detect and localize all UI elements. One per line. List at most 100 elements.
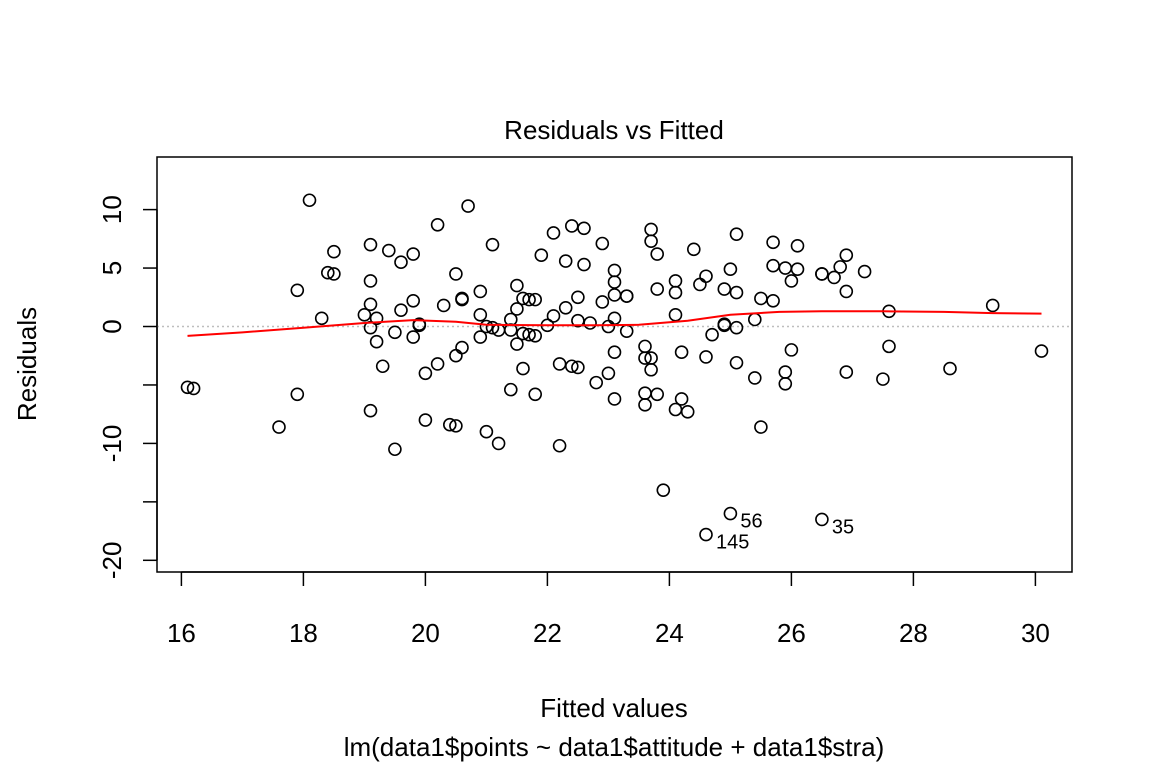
data-point <box>717 282 732 296</box>
data-point <box>302 193 317 208</box>
data-point <box>449 348 463 363</box>
data-point <box>876 372 890 386</box>
data-point <box>607 263 622 278</box>
data-point <box>607 345 622 360</box>
data-point <box>473 284 488 299</box>
data-point <box>747 312 762 327</box>
data-point <box>754 420 768 434</box>
data-point <box>766 293 780 308</box>
x-axis: 16 18 20 22 24 26 28 30 <box>167 571 1050 648</box>
data-point <box>839 248 854 262</box>
data-point <box>394 255 408 270</box>
data-point <box>558 301 573 315</box>
data-point <box>442 417 457 432</box>
y-axis: -20 -10 0 5 10 <box>97 195 158 579</box>
data-point <box>449 419 463 433</box>
data-point <box>729 355 744 370</box>
data-point <box>522 292 536 307</box>
data-point <box>607 288 622 302</box>
smoother-line <box>187 310 1042 337</box>
data-point <box>778 365 793 379</box>
data-point <box>528 292 543 307</box>
data-point <box>577 257 591 272</box>
data-point <box>186 381 201 396</box>
data-point <box>699 269 713 284</box>
data-point <box>479 319 494 334</box>
data-point <box>510 302 524 316</box>
data-point <box>571 360 585 375</box>
data-point <box>290 387 305 402</box>
data-point <box>558 254 573 268</box>
data-point <box>485 237 500 252</box>
outlier-label: 56 <box>740 511 762 533</box>
data-point <box>674 345 689 360</box>
data-point <box>754 291 768 306</box>
data-point <box>314 311 329 326</box>
data-point <box>583 316 597 330</box>
data-point <box>406 330 421 344</box>
data-point <box>607 311 622 326</box>
data-point <box>827 270 841 285</box>
data-point <box>479 424 494 439</box>
data-point <box>699 527 713 542</box>
data-point <box>668 274 683 288</box>
data-point <box>656 483 671 497</box>
data-point <box>595 295 610 309</box>
x-tick-label: 30 <box>1021 618 1050 648</box>
y-tick-label: 0 <box>97 319 127 333</box>
data-point <box>510 337 524 351</box>
data-point <box>449 267 463 281</box>
data-point <box>650 282 665 296</box>
data-point <box>564 219 579 233</box>
data-point <box>790 239 805 253</box>
data-point <box>473 330 488 344</box>
data-point <box>699 350 713 364</box>
chart-title: Residuals vs Fitted <box>504 115 724 145</box>
data-point <box>546 226 561 240</box>
data-point <box>723 262 738 277</box>
data-point <box>729 320 744 335</box>
data-point <box>534 248 549 262</box>
data-point <box>436 298 451 313</box>
data-point <box>607 275 622 289</box>
data-point <box>473 308 488 322</box>
data-point <box>943 361 957 376</box>
data-point <box>638 351 652 365</box>
data-point <box>668 285 683 300</box>
data-point <box>388 325 402 340</box>
data-point <box>723 506 738 521</box>
data-point <box>644 234 658 248</box>
data-point <box>668 308 683 322</box>
x-tick-label: 16 <box>167 618 196 648</box>
data-point <box>503 382 518 397</box>
data-point <box>729 227 744 241</box>
data-point <box>357 308 372 322</box>
data-point <box>388 442 402 457</box>
data-point <box>571 290 585 305</box>
data-point <box>577 221 591 236</box>
data-point <box>363 274 378 288</box>
data-point <box>638 386 652 400</box>
data-point <box>644 222 658 237</box>
data-point <box>272 420 286 434</box>
y-axis-label: Residuals <box>12 307 42 421</box>
data-point <box>552 438 567 453</box>
data-point <box>778 261 793 275</box>
data-point <box>839 365 854 379</box>
data-point <box>705 327 719 342</box>
data-point <box>833 260 848 274</box>
data-point <box>522 327 536 342</box>
data-point <box>839 284 854 299</box>
data-point <box>882 339 896 354</box>
outlier-label: 145 <box>716 532 749 554</box>
data-point <box>516 361 530 376</box>
data-point <box>455 291 469 306</box>
data-point <box>766 258 780 273</box>
data-point <box>430 218 445 232</box>
x-tick-label: 22 <box>533 618 562 648</box>
data-point <box>595 236 610 251</box>
data-point <box>619 289 634 303</box>
plot-frame <box>156 156 1073 573</box>
data-point <box>546 309 561 323</box>
